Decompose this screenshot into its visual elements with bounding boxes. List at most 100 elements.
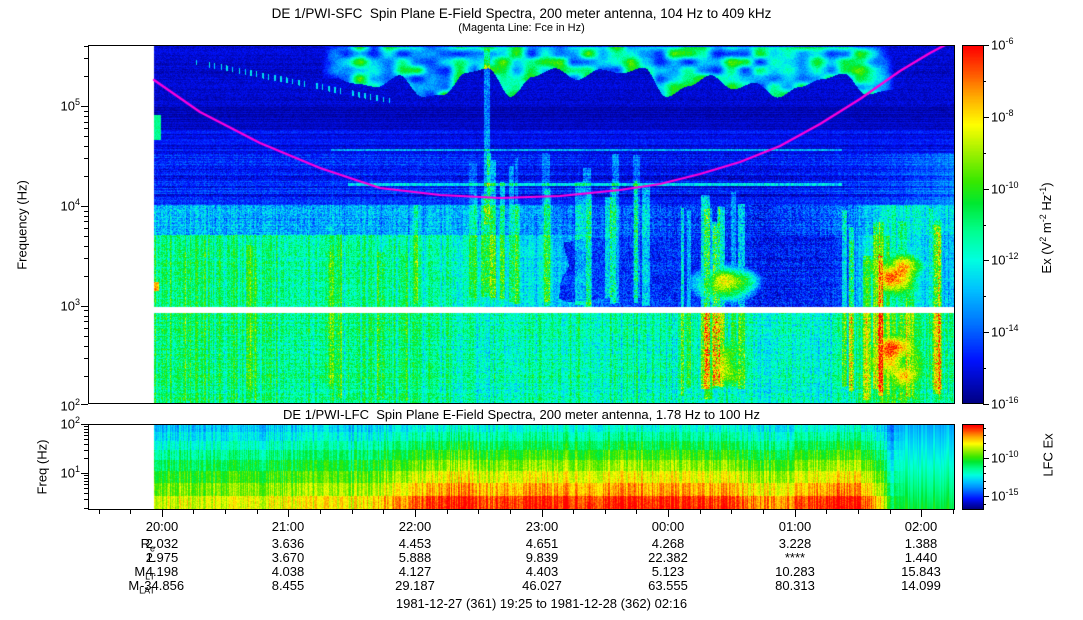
- sfc-panel-frame: [88, 45, 955, 404]
- table-cell: -34.856: [139, 578, 185, 593]
- x-axis-time-label: 22:00: [398, 519, 432, 534]
- sfc-colorbar-tick: [983, 368, 986, 369]
- table-cell: 4.038: [271, 564, 305, 579]
- sfc-colorbar-tick: [983, 81, 986, 82]
- table-cell: 15.843: [901, 564, 941, 579]
- lfc-y-minor-tick: [84, 429, 88, 430]
- lfc-y-minor-tick: [84, 439, 88, 440]
- x-axis-minor-tick: [510, 510, 511, 514]
- sfc-y-tick-label: 102: [60, 397, 80, 414]
- x-axis-minor-tick: [320, 510, 321, 514]
- sfc-y-minor-tick: [84, 321, 88, 322]
- table-cell: 5.123: [651, 564, 685, 579]
- lfc-colorbar-tick-label: 10-10: [991, 449, 1019, 466]
- x-axis-minor-tick: [700, 510, 701, 514]
- x-axis-major-tick: [288, 510, 289, 517]
- lfc-y-minor-tick: [84, 432, 88, 433]
- lfc-y-minor-tick: [84, 435, 88, 436]
- sfc-y-minor-tick: [84, 146, 88, 147]
- sfc-y-minor-tick: [84, 122, 88, 123]
- lfc-y-major-tick: [81, 424, 88, 425]
- table-cell: 4.127: [398, 564, 432, 579]
- sfc-colorbar-axis-label: Ex (V2 m-2 Hz-1): [1037, 182, 1055, 274]
- table-row-label: L: [147, 550, 155, 565]
- table-row-label: Re: [140, 536, 155, 554]
- x-axis-minor-tick: [130, 510, 131, 514]
- sfc-y-minor-tick: [84, 158, 88, 159]
- lfc-colorbar-tick: [983, 481, 986, 482]
- lfc-y-tick-label: 101: [60, 464, 80, 481]
- sfc-y-minor-tick: [84, 221, 88, 222]
- sfc-colorbar-tick: [983, 153, 986, 154]
- x-axis-major-tick: [668, 510, 669, 517]
- x-axis-time-label: 00:00: [651, 519, 685, 534]
- table-cell: 2.975: [145, 550, 179, 565]
- table-cell: 3.228: [778, 536, 812, 551]
- sfc-y-minor-tick: [84, 236, 88, 237]
- sfc-y-tick-label: 103: [60, 297, 80, 314]
- lfc-colorbar-tick-label: 10-15: [991, 487, 1019, 504]
- sfc-y-major-tick: [81, 206, 88, 207]
- table-cell: 1.440: [904, 550, 938, 565]
- lfc-panel-frame: [88, 424, 955, 510]
- sfc-y-minor-tick: [84, 76, 88, 77]
- sfc-subtitle: (Magenta Line: Fce in Hz): [458, 22, 585, 34]
- x-axis-minor-tick: [447, 510, 448, 514]
- sfc-colorbar-tick-label: 10-10: [991, 180, 1019, 197]
- x-axis-minor-tick: [953, 510, 954, 514]
- lfc-colorbar-tick: [983, 473, 986, 474]
- lfc-colorbar-tick: [983, 458, 989, 459]
- lfc-colorbar-tick: [983, 466, 986, 467]
- table-cell: 63.555: [648, 578, 688, 593]
- sfc-y-minor-tick: [84, 58, 88, 59]
- x-axis-minor-tick: [890, 510, 891, 514]
- sfc-y-minor-tick: [84, 176, 88, 177]
- sfc-y-major-tick: [81, 404, 88, 405]
- lfc-colorbar-frame: [962, 424, 984, 510]
- sfc-y-minor-tick: [84, 276, 88, 277]
- sfc-colorbar-tick-label: 10-16: [991, 395, 1019, 412]
- sfc-colorbar-tick: [983, 296, 986, 297]
- lfc-y-minor-tick: [84, 444, 88, 445]
- lfc-y-minor-tick: [84, 458, 88, 459]
- table-cell: 2.032: [145, 536, 179, 551]
- x-axis-minor-tick: [573, 510, 574, 514]
- lfc-y-tick-label: 102: [60, 415, 80, 432]
- lfc-y-minor-tick: [84, 508, 88, 509]
- sfc-y-minor-tick: [84, 310, 88, 311]
- x-axis-minor-tick: [193, 510, 194, 514]
- x-axis-major-tick: [542, 510, 543, 517]
- table-cell: 46.027: [522, 578, 562, 593]
- x-axis-minor-tick: [858, 510, 859, 514]
- time-range-footer: 1981-12-27 (361) 19:25 to 1981-12-28 (36…: [395, 596, 688, 611]
- table-cell: 9.839: [525, 550, 559, 565]
- x-axis-minor-tick: [225, 510, 226, 514]
- lfc-colorbar-tick: [983, 435, 986, 436]
- lfc-colorbar: [963, 425, 983, 509]
- sfc-colorbar-tick: [983, 404, 989, 405]
- sfc-y-minor-tick: [84, 346, 88, 347]
- lfc-y-minor-tick: [84, 484, 88, 485]
- x-axis-minor-tick: [257, 510, 258, 514]
- table-cell: 4.268: [651, 536, 685, 551]
- table-cell: 4.198: [145, 564, 179, 579]
- x-axis-minor-tick: [478, 510, 479, 514]
- sfc-y-minor-tick: [84, 258, 88, 259]
- lfc-colorbar-tick: [983, 428, 986, 429]
- sfc-y-minor-tick: [84, 336, 88, 337]
- x-axis-minor-tick: [605, 510, 606, 514]
- sfc-y-minor-tick: [84, 376, 88, 377]
- sfc-y-major-tick: [81, 306, 88, 307]
- sfc-y-minor-tick: [84, 211, 88, 212]
- table-cell: 3.670: [271, 550, 305, 565]
- lfc-colorbar-axis-label: LFC Ex: [1040, 433, 1056, 477]
- sfc-y-major-tick: [81, 106, 88, 107]
- x-axis-time-label: 21:00: [271, 519, 305, 534]
- sfc-y-minor-tick: [84, 216, 88, 217]
- lfc-spectrogram-canvas: [88, 424, 955, 510]
- sfc-colorbar-tick: [983, 117, 989, 118]
- table-cell: 80.313: [775, 578, 815, 593]
- x-axis-minor-tick: [826, 510, 827, 514]
- sfc-y-minor-tick: [84, 316, 88, 317]
- sfc-colorbar-tick-label: 10-14: [991, 323, 1019, 340]
